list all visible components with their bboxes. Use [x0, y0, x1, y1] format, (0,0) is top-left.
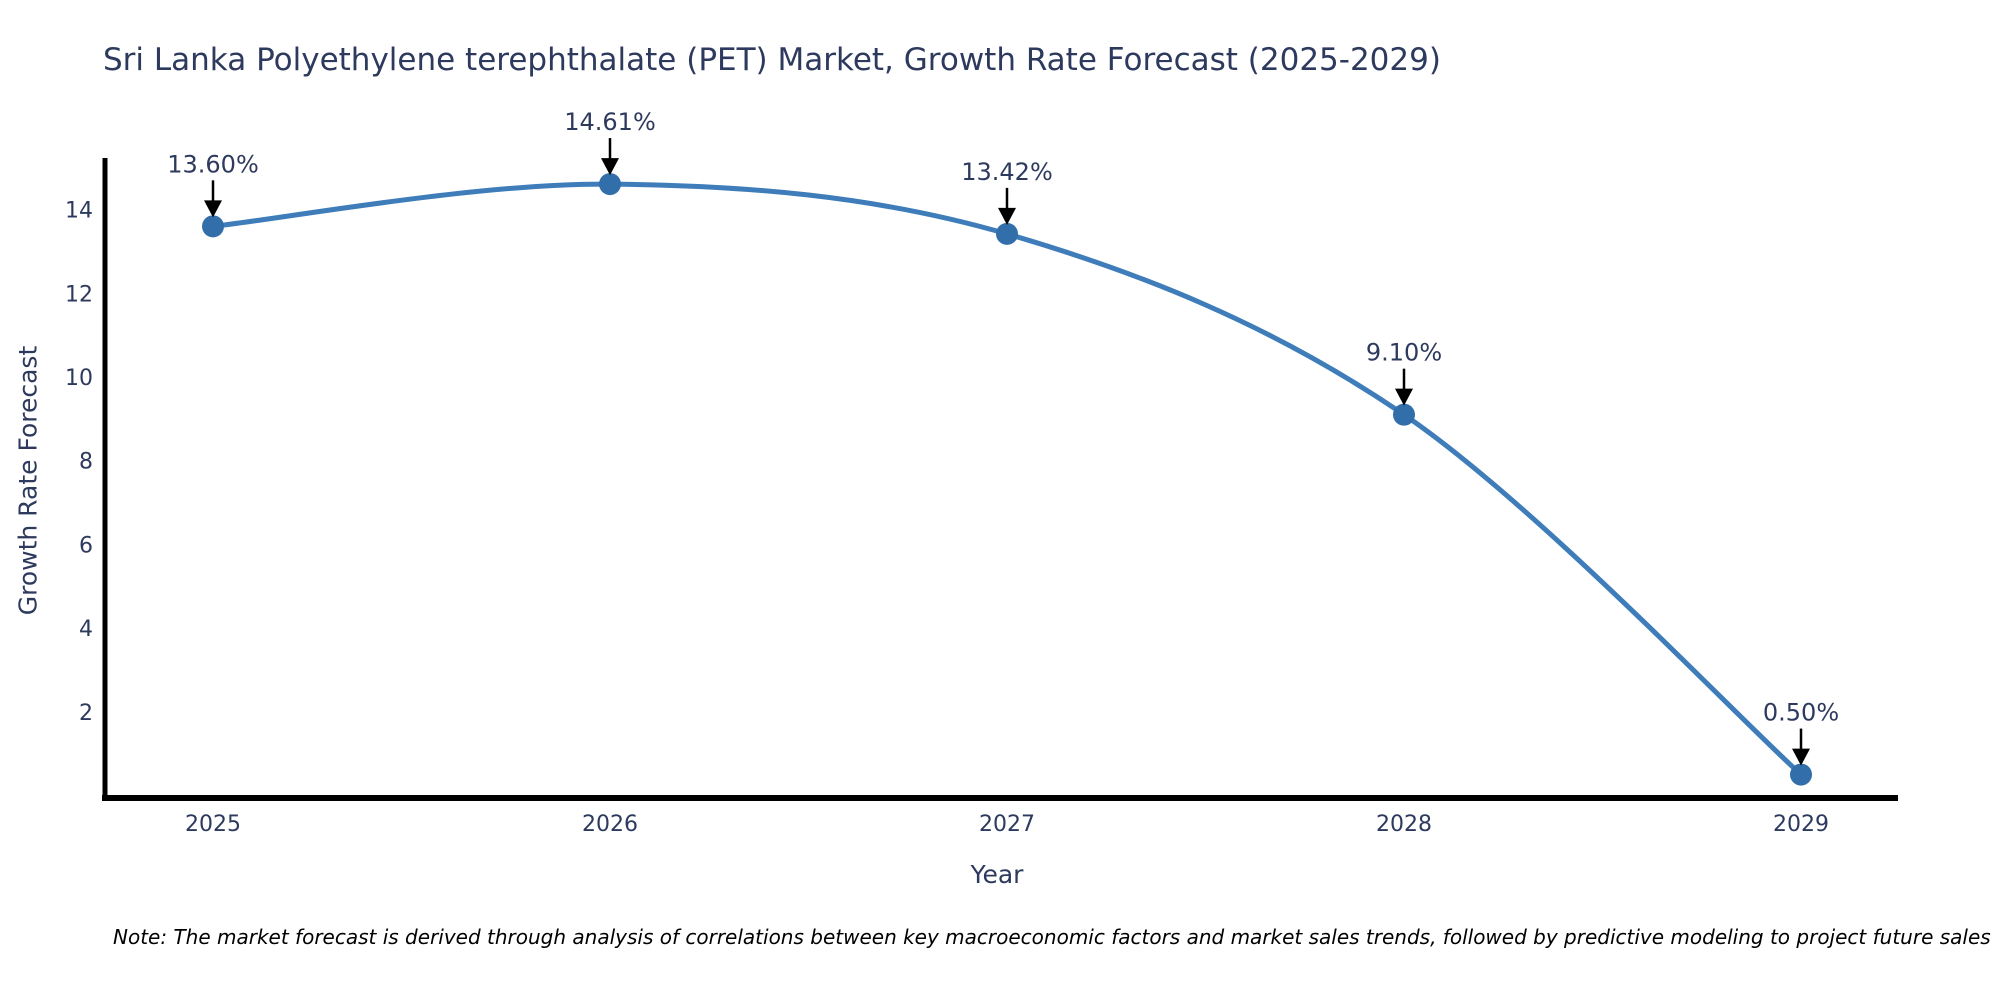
y-tick-label: 8	[79, 450, 93, 475]
axes	[102, 158, 1898, 801]
y-tick-label: 6	[79, 533, 93, 558]
y-tick-label: 2	[79, 701, 93, 726]
annotation-arrowhead	[601, 158, 619, 176]
x-tick-label: 2025	[185, 812, 241, 837]
data-point-marker	[1393, 403, 1415, 426]
y-tick-label: 4	[79, 617, 93, 642]
annotation-arrowhead	[1395, 388, 1413, 406]
annotation-arrowhead	[1792, 748, 1810, 766]
annotation-arrowhead	[204, 200, 222, 218]
y-tick-label: 14	[65, 199, 93, 224]
forecast-line	[210, 181, 1804, 778]
x-tick-labels-group: 2025 2026 2027 2028 2029	[185, 812, 1829, 837]
data-point-marker	[1790, 763, 1812, 786]
x-axis-title: Year	[970, 860, 1024, 889]
annotation-label: 13.60%	[167, 150, 259, 178]
y-tick-label: 10	[65, 366, 93, 391]
chart-footnote: Note: The market forecast is derived thr…	[113, 925, 1991, 949]
data-point-marker	[202, 215, 224, 238]
annotation-label: 9.10%	[1366, 339, 1442, 367]
y-tick-labels-group: 2 4 6 8 10 12 14	[65, 199, 93, 726]
annotation-arrowhead	[998, 207, 1016, 225]
x-tick-label: 2026	[582, 812, 638, 837]
x-tick-label: 2027	[979, 812, 1035, 837]
x-tick-label: 2028	[1376, 812, 1432, 837]
data-point-marker	[599, 173, 621, 196]
annotations-group: 13.60% 14.61% 13.42% 9.10% 0.50%	[167, 108, 1839, 766]
annotation-label: 14.61%	[564, 108, 656, 136]
annotation-label: 13.42%	[961, 158, 1053, 186]
y-tick-label: 12	[65, 282, 93, 307]
series-line-group	[210, 181, 1804, 778]
annotation-label: 0.50%	[1763, 699, 1839, 727]
data-markers-group	[202, 173, 1812, 786]
y-axis-title: Growth Rate Forecast	[13, 345, 43, 616]
chart-title: Sri Lanka Polyethylene terephthalate (PE…	[103, 42, 1441, 78]
x-tick-label: 2029	[1773, 812, 1829, 837]
data-point-marker	[996, 222, 1018, 245]
